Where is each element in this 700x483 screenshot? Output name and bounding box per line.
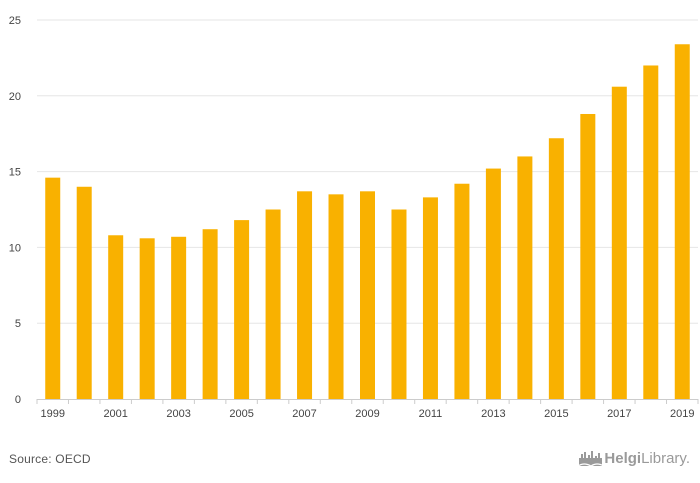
bar-2019[interactable] — [674, 44, 690, 399]
y-tick-label: 25 — [9, 15, 21, 27]
bar-2010[interactable] — [391, 209, 407, 400]
bar-2008[interactable] — [328, 194, 344, 399]
bars — [45, 44, 690, 400]
chart-footer: Source: OECD HelgiLibrary. — [0, 440, 700, 483]
bar-chart: 0 5 10 15 20 25 1999 2001 2003 2005 2007 2009 2011 2… — [9, 15, 699, 420]
bar-2015[interactable] — [548, 138, 564, 399]
bar-2016[interactable] — [580, 113, 596, 400]
x-tick-label: 2009 — [355, 408, 379, 420]
bar-2012[interactable] — [454, 183, 470, 399]
bar-2007[interactable] — [297, 191, 313, 399]
y-tick-label: 5 — [15, 318, 21, 330]
bar-2002[interactable] — [139, 238, 155, 399]
bar-2013[interactable] — [485, 168, 501, 399]
x-tick-label: 2005 — [229, 408, 253, 420]
y-tick-label: 20 — [9, 91, 21, 103]
bar-2006[interactable] — [265, 209, 281, 400]
y-tick-label: 15 — [9, 167, 21, 179]
logo-text: HelgiLibrary. — [604, 449, 690, 467]
x-axis: 1999 2001 2003 2005 2007 2009 2011 2013 2015 2017… — [36, 399, 699, 420]
bar-2018[interactable] — [643, 65, 659, 399]
helgilibrary-logo[interactable]: HelgiLibrary. — [578, 449, 690, 467]
x-tick-label: 2017 — [607, 408, 631, 420]
x-tick-label: 2013 — [481, 408, 505, 420]
bar-2004[interactable] — [202, 229, 218, 399]
x-tick-label: 2015 — [544, 408, 568, 420]
bar-2009[interactable] — [360, 191, 375, 399]
source-note: Source: OECD — [9, 452, 91, 466]
bar-2011[interactable] — [422, 197, 438, 399]
bar-2005[interactable] — [234, 220, 250, 399]
bar-2001[interactable] — [108, 235, 124, 399]
x-tick-label: 2001 — [103, 408, 127, 420]
bar-2000[interactable] — [76, 186, 92, 399]
x-tick-label: 2007 — [292, 408, 316, 420]
x-tick-label: 2003 — [166, 408, 190, 420]
x-tick-label: 1999 — [40, 408, 64, 420]
x-tick-label: 2011 — [419, 408, 443, 420]
x-tick-label: 2019 — [670, 408, 694, 420]
y-tick-label: 0 — [15, 394, 21, 406]
y-axis: 0 5 10 15 20 25 — [9, 15, 21, 406]
bar-2003[interactable] — [171, 236, 187, 399]
y-tick-label: 10 — [9, 242, 21, 254]
skyline-icon — [578, 451, 605, 467]
bar-2014[interactable] — [517, 156, 533, 399]
bar-1999[interactable] — [45, 177, 61, 399]
bar-2017[interactable] — [611, 86, 627, 399]
